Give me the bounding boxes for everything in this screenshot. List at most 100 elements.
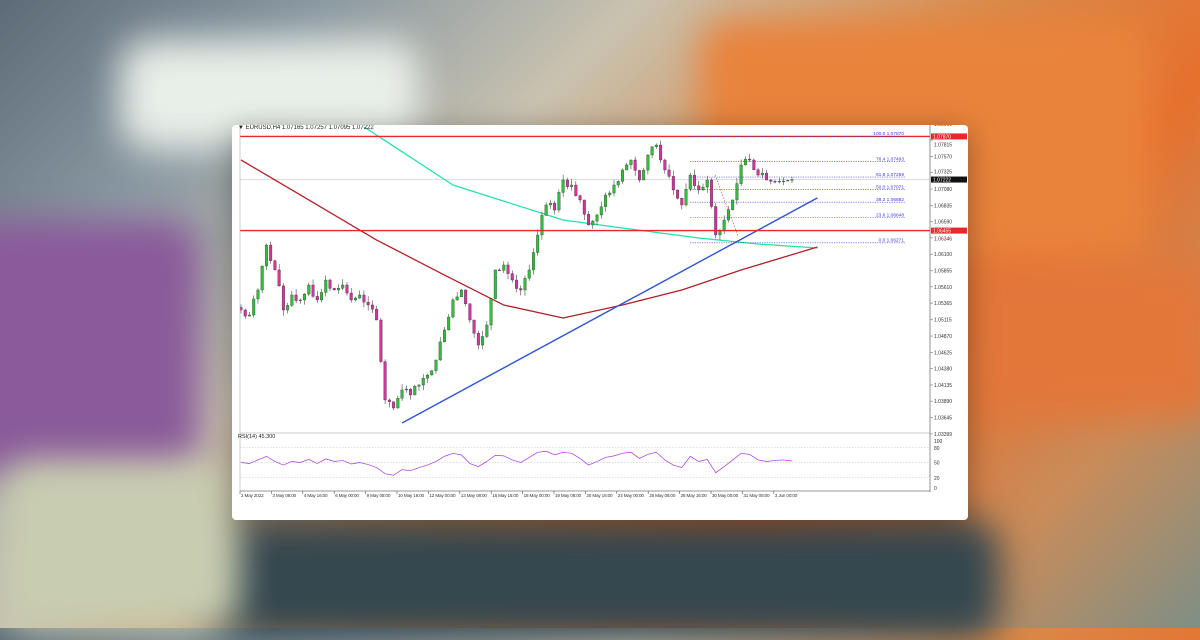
- fibonacci-level-label: 23.6 1.06648: [876, 213, 904, 219]
- candle-bear: [349, 292, 353, 301]
- candle-bull: [722, 219, 726, 232]
- candle-bear: [362, 294, 366, 303]
- candle-bull: [790, 179, 794, 181]
- candle-bull: [591, 220, 595, 226]
- candle-bull: [782, 180, 785, 182]
- candle-bear: [769, 179, 773, 182]
- candle-bull: [455, 296, 459, 301]
- price-tick-label: 1.06590: [934, 220, 952, 226]
- candle-bull: [629, 159, 633, 166]
- candle-bull: [548, 202, 552, 206]
- candle-bull: [260, 265, 264, 291]
- time-tick-label: 18 May 00:00: [524, 493, 551, 498]
- price-tick-label: 1.06346: [934, 237, 952, 243]
- candle-bear: [578, 195, 582, 201]
- candle-bull: [442, 329, 446, 343]
- chart-panel: ▼ EURUSD,H4 1.07165 1.07257 1.07095 1.07…: [232, 125, 968, 520]
- candle-bull: [760, 172, 764, 176]
- candle-bull: [286, 305, 290, 311]
- time-tick-label: 6 May 00:00: [335, 493, 359, 498]
- candle-bull: [485, 324, 489, 337]
- candle-bull: [688, 174, 692, 190]
- candle-bull: [786, 180, 790, 182]
- support-trendline: [401, 197, 818, 424]
- candle-bull: [447, 316, 451, 331]
- candle-bull: [646, 154, 650, 171]
- candle-bull: [307, 284, 311, 295]
- candle-bear: [281, 285, 285, 311]
- time-tick-label: 19 May 08:00: [555, 493, 582, 498]
- price-tick-label: 1.03399: [934, 432, 952, 438]
- price-tick-label: 1.04625: [934, 350, 952, 356]
- candle-bear: [519, 288, 523, 291]
- time-tick-label: 24 May 00:00: [618, 493, 645, 498]
- price-tick-label: 1.03890: [934, 399, 952, 405]
- candle-bull: [290, 294, 294, 306]
- candle-bull: [731, 199, 735, 210]
- candle-bull: [502, 264, 506, 271]
- candle-bull: [426, 374, 429, 379]
- candle-bull: [264, 244, 268, 267]
- candle-bull: [777, 181, 781, 183]
- price-tick-label: 1.04380: [934, 367, 952, 373]
- candle-bear: [693, 174, 696, 186]
- candle-bear: [714, 206, 718, 236]
- candle-bull: [459, 289, 463, 298]
- candle-bull: [430, 370, 434, 376]
- candle-bull: [718, 230, 722, 236]
- candle-bear: [472, 319, 476, 334]
- background-dark-bottom: [200, 520, 1000, 640]
- candle-bear: [409, 388, 412, 396]
- time-tick-label: 20 May 16:00: [586, 493, 613, 498]
- candle-bear: [574, 184, 578, 196]
- candle-bull: [489, 298, 493, 326]
- fibonacci-connector: [714, 174, 739, 237]
- candle-bull: [298, 299, 302, 301]
- candle-bull: [421, 378, 425, 386]
- candle-bear: [277, 269, 281, 287]
- candle-bull: [303, 293, 307, 301]
- candle-bull: [248, 314, 251, 317]
- candle-bull: [544, 204, 548, 216]
- price-tick-label: 1.08060: [934, 125, 952, 128]
- horizontal-level-tag: [931, 133, 967, 140]
- candle-bear: [565, 179, 569, 187]
- candle-bear: [464, 289, 468, 304]
- candle-bull: [726, 209, 730, 221]
- background-banknote-purple: [0, 220, 200, 480]
- candle-bear: [510, 273, 514, 281]
- time-tick-label: 31 May 08:00: [743, 493, 770, 498]
- price-tick-label: 1.05365: [934, 301, 952, 307]
- candle-bear: [375, 308, 379, 321]
- price-chart[interactable]: 100.0 1.07870 76.4 1.07493 61.8 1.07259 50.…: [232, 125, 968, 520]
- moving-average-fast: [363, 127, 818, 249]
- last-price-tag: [931, 176, 967, 183]
- time-tick-label: 3 May 08:00: [272, 493, 296, 498]
- time-tick-label: 10 May 16:00: [398, 493, 425, 498]
- candle-bear: [659, 144, 663, 161]
- candle-bear: [697, 185, 701, 191]
- candle-bull: [417, 384, 421, 387]
- price-tick-label: 1.06835: [934, 203, 952, 209]
- candle-bull: [608, 192, 612, 196]
- candle-bull: [396, 398, 400, 409]
- candle-bear: [506, 264, 510, 274]
- candle-bull: [621, 169, 624, 182]
- candle-bear: [633, 159, 637, 171]
- candle-bull: [493, 269, 497, 299]
- time-tick-label: 3 Jun 00:00: [775, 493, 798, 498]
- candle-bull: [536, 234, 540, 253]
- candle-bull: [481, 336, 485, 346]
- candle-bull: [616, 181, 620, 186]
- price-tick-label: 1.04870: [934, 334, 952, 340]
- candle-bull: [523, 278, 527, 291]
- candle-bear: [663, 159, 667, 171]
- candle-bull: [654, 144, 658, 147]
- fibonacci-level-label: 0.0 1.06271: [879, 238, 905, 244]
- candle-bull: [743, 158, 747, 166]
- price-tick-label: 1.07570: [934, 154, 952, 160]
- candle-bear: [680, 198, 684, 206]
- time-tick-label: 12 May 00:00: [429, 493, 456, 498]
- candle-bear: [676, 189, 680, 199]
- candle-bear: [392, 401, 396, 409]
